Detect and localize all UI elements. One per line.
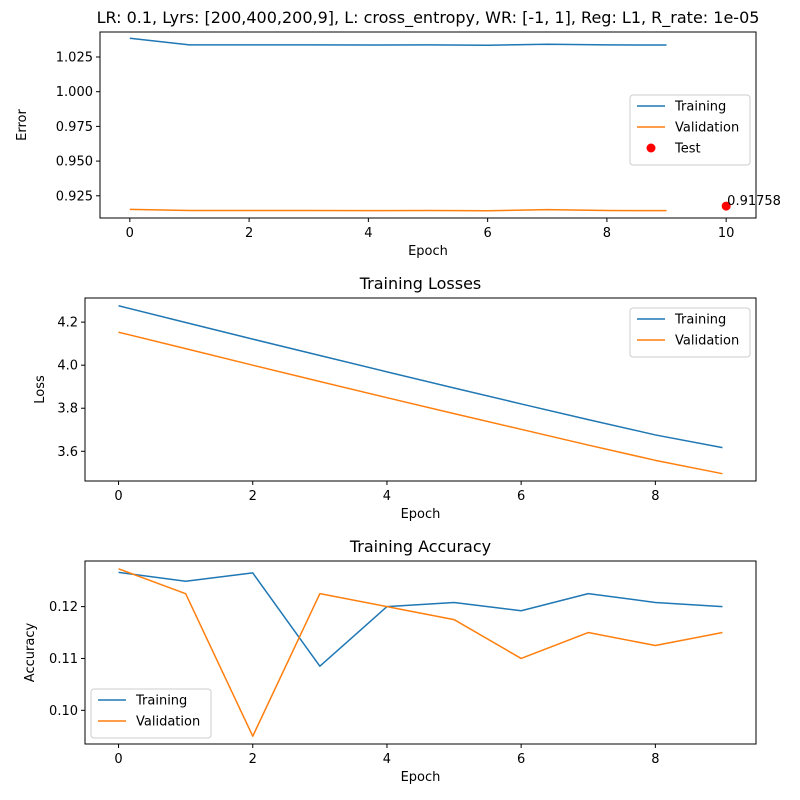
- legend: Training Validation: [90, 688, 212, 739]
- series-line-training: [118, 305, 723, 449]
- legend-label-validation: Validation: [675, 121, 739, 136]
- y-tick-label: 1.025: [56, 50, 93, 65]
- series-line-validation: [118, 568, 723, 737]
- legend-box: [629, 94, 751, 166]
- chart-title: Training Losses: [359, 274, 482, 293]
- y-tick-label: 0.925: [56, 189, 93, 204]
- x-tick-label: 8: [651, 489, 659, 504]
- test-point: [721, 201, 731, 211]
- test-point-label: 0.91758: [727, 194, 781, 209]
- axes-frame: [99, 31, 757, 219]
- x-tick-label: 10: [718, 226, 735, 241]
- legend-label-validation: Validation: [136, 715, 200, 730]
- y-tick-label: 1.000: [56, 85, 93, 100]
- y-tick-label: 0.12: [49, 600, 78, 615]
- y-axis-label: Accuracy: [23, 623, 38, 683]
- y-axis-label: Error: [15, 109, 30, 141]
- subplot-1: LR: 0.1, Lyrs: [200,400,200,9], L: cross…: [15, 8, 781, 259]
- legend-label-test: Test: [674, 142, 701, 157]
- x-tick-label: 2: [245, 226, 253, 241]
- y-tick-label: 0.975: [56, 120, 93, 135]
- x-tick-label: 8: [603, 226, 611, 241]
- x-tick-label: 0: [126, 226, 134, 241]
- legend: Training Validation: [629, 307, 751, 358]
- subplot-3: Training Accuracy 0 2 4 6 8 0.10 0.11 0.12 Epoch A…: [23, 537, 757, 785]
- legend-label-validation: Validation: [675, 334, 739, 349]
- chart-title: Training Accuracy: [349, 537, 491, 556]
- x-tick-label: 6: [483, 226, 491, 241]
- x-axis-label: Epoch: [401, 507, 441, 522]
- legend-box: [629, 307, 751, 358]
- series-line-validation: [118, 331, 723, 475]
- axes-frame: [84, 560, 757, 745]
- x-tick-label: 8: [651, 752, 659, 767]
- legend: Training Validation Test: [629, 94, 751, 166]
- legend-swatch-test: [646, 143, 656, 153]
- legend-box: [90, 688, 212, 739]
- legend-label-training: Training: [135, 694, 187, 709]
- x-tick-label: 2: [249, 752, 257, 767]
- legend-label-training: Training: [674, 100, 726, 115]
- chart-title: LR: 0.1, Lyrs: [200,400,200,9], L: cross…: [97, 8, 760, 28]
- y-tick-label: 3.6: [57, 445, 78, 460]
- axes-frame: [84, 297, 757, 482]
- subplot-2: Training Losses 0 2 4 6 8 3.6 3.8 4.0 4.2 Epoch Los…: [33, 274, 757, 522]
- legend-label-training: Training: [674, 313, 726, 328]
- y-tick-label: 0.950: [56, 155, 93, 170]
- x-tick-label: 0: [114, 752, 122, 767]
- y-tick-label: 0.11: [49, 652, 78, 667]
- x-tick-label: 4: [383, 489, 391, 504]
- y-tick-label: 3.8: [57, 402, 78, 417]
- x-tick-label: 4: [383, 752, 391, 767]
- series-line-training: [118, 571, 723, 667]
- x-tick-label: 6: [517, 752, 525, 767]
- y-tick-label: 4.2: [57, 316, 78, 331]
- y-tick-label: 0.10: [49, 704, 78, 719]
- y-axis-label: Loss: [33, 375, 48, 404]
- x-tick-label: 0: [114, 489, 122, 504]
- x-tick-label: 4: [364, 226, 372, 241]
- series-line-validation: [129, 208, 667, 212]
- x-tick-label: 6: [517, 489, 525, 504]
- x-axis-label: Epoch: [401, 770, 441, 785]
- x-tick-label: 2: [249, 489, 257, 504]
- series-line-training: [129, 37, 667, 46]
- y-tick-label: 4.0: [57, 359, 78, 374]
- x-axis-label: Epoch: [408, 244, 448, 259]
